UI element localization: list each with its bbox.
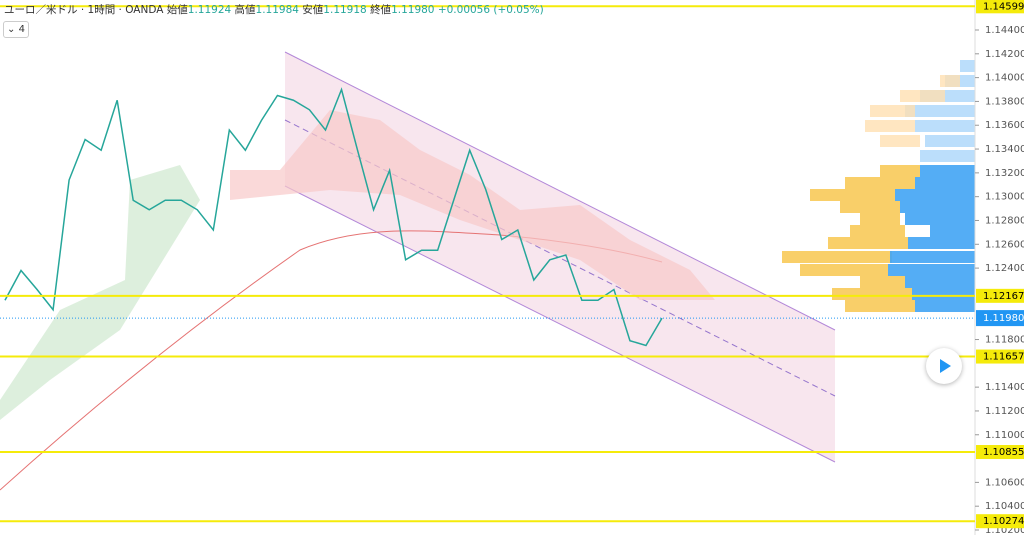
y-tick-label: 1.13400 — [985, 144, 1024, 155]
y-tick-label: 1.13800 — [985, 96, 1024, 107]
quote-value: 1.11924 — [187, 4, 232, 16]
y-tick-label: 1.13000 — [985, 192, 1024, 203]
y-tick-label: 1.14200 — [985, 49, 1024, 60]
level-label: 1.11657 — [983, 352, 1024, 363]
last-price-tag — [976, 310, 1024, 327]
y-tick-label: 1.12600 — [985, 239, 1024, 250]
y-tick-label: 1.14000 — [985, 73, 1024, 84]
level-tag — [976, 0, 1024, 14]
y-tick-label: 1.11400 — [985, 382, 1024, 393]
symbol: ユーロ／米ドル · 1時間 · OANDA — [4, 4, 164, 16]
price-line — [4, 87, 663, 347]
change: +0.00056 (+0.05%) — [437, 4, 544, 16]
level-label: 1.10855 — [983, 447, 1024, 458]
y-tick-label: 1.10600 — [985, 477, 1024, 488]
level-tag — [976, 288, 1024, 303]
play-icon — [940, 359, 951, 373]
quotes: 始値1.11924 高値1.11984 安値1.11918 終値1.11980 — [167, 4, 438, 16]
quote-value: 1.11980 — [391, 4, 435, 16]
quote-label: 始値 — [166, 4, 188, 16]
quote-value: 1.11918 — [323, 4, 367, 16]
level-label: 1.10274 — [983, 516, 1024, 527]
y-tick-label: 1.12400 — [985, 263, 1024, 274]
y-tick-label: 1.11200 — [985, 406, 1024, 417]
quote-label: 高値 — [234, 4, 256, 16]
level-label: 1.12167 — [983, 291, 1024, 302]
quote-label: 安値 — [302, 4, 324, 16]
y-tick-label: 1.10200 — [985, 525, 1024, 535]
play-button[interactable] — [926, 348, 962, 384]
y-tick-label: 1.11000 — [985, 430, 1024, 441]
header: ユーロ／米ドル · 1時間 · OANDA 始値1.11924 高値1.1198… — [4, 2, 544, 17]
level-tag — [976, 349, 1024, 364]
y-tick-label: 1.13200 — [985, 168, 1024, 179]
collapse-button[interactable]: ⌄ 4 — [3, 21, 29, 38]
decor — [0, 0, 976, 535]
quote-label: 終値 — [370, 4, 392, 16]
y-tick-label: 1.12800 — [985, 215, 1024, 226]
level-tag — [976, 445, 1024, 460]
y-tick-label: 1.13600 — [985, 120, 1024, 131]
y-tick-label: 1.11800 — [985, 335, 1024, 346]
level-tag — [976, 514, 1024, 529]
quote-value: 1.11984 — [255, 4, 299, 16]
y-tick-label: 1.14400 — [985, 25, 1024, 36]
last-price-label: 1.11980 — [983, 313, 1024, 324]
collapse-count: 4 — [18, 24, 25, 35]
y-tick-label: 1.10400 — [985, 501, 1024, 512]
level-label: 1.14599 — [983, 1, 1024, 12]
